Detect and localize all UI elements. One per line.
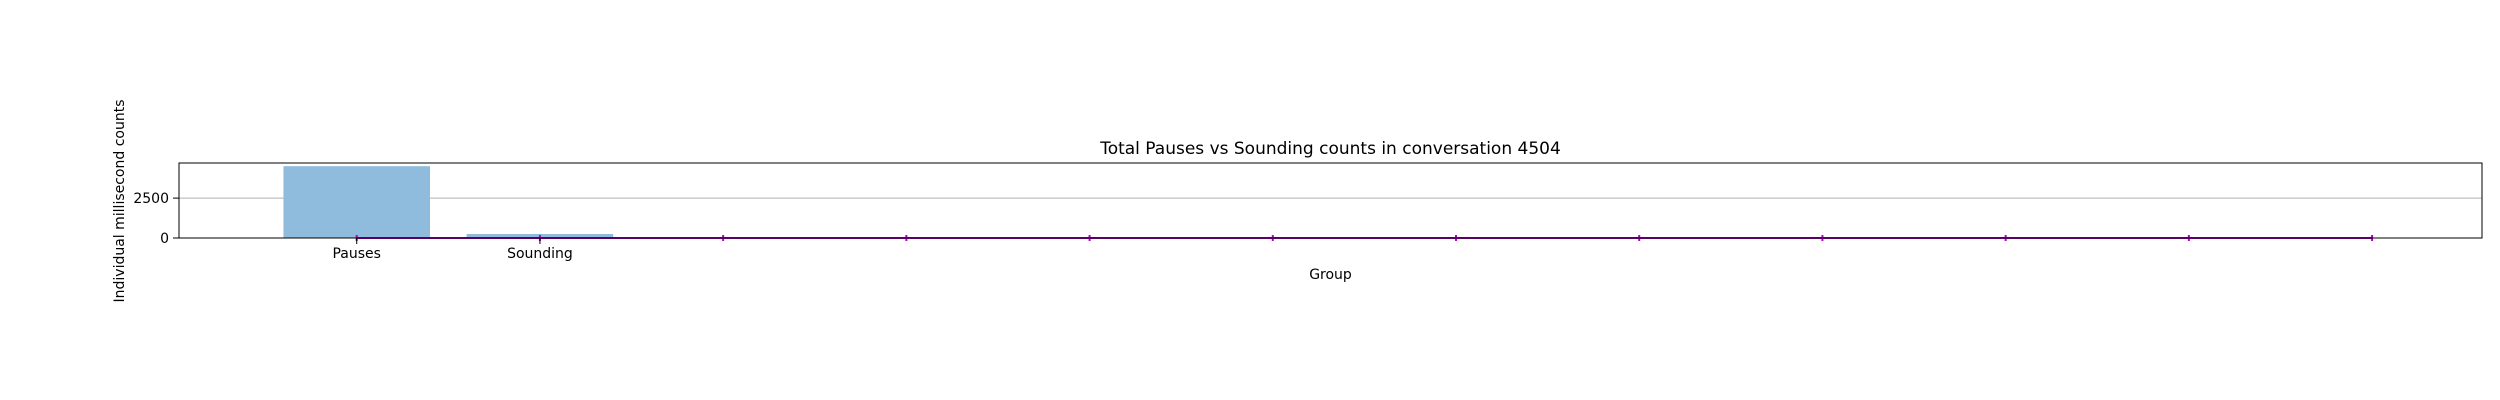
x-tick-label: Sounding <box>507 246 573 262</box>
chart-title: Total Pauses vs Sounding counts in conve… <box>1099 139 1561 159</box>
bar-pauses <box>283 166 431 238</box>
bars <box>283 166 614 238</box>
y-tick-label: 0 <box>160 231 169 247</box>
y-axis-ticks: 0 2500 <box>133 191 179 247</box>
y-tick-label: 2500 <box>133 191 169 207</box>
y-axis-label: Individual millisecond counts <box>112 100 128 303</box>
plot-frame <box>178 162 2483 239</box>
x-axis-label: Group <box>1309 267 1352 283</box>
x-tick-label: Pauses <box>332 246 380 262</box>
x-axis-ticks: Pauses Sounding <box>332 238 573 262</box>
